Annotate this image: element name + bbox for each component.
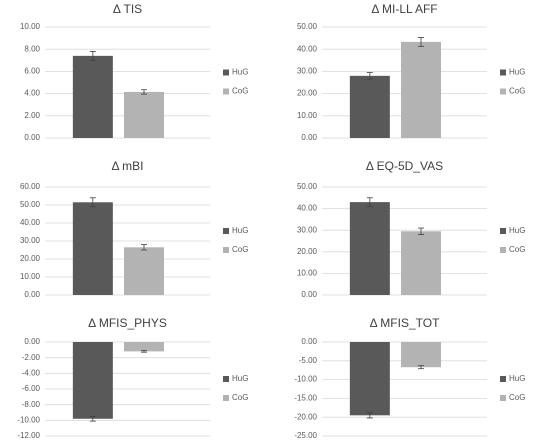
legend-swatch (223, 247, 229, 253)
y-tick-label: -12.00 (17, 431, 40, 440)
legend-swatch (223, 376, 229, 382)
legend-label: CoG (232, 245, 248, 254)
y-tick-label: 20.00 (297, 247, 318, 256)
legend-label: HuG (509, 226, 525, 235)
legend-swatch (223, 88, 229, 95)
bar (349, 75, 390, 138)
y-tick-label: 40.00 (20, 218, 41, 227)
y-tick-label: 0.00 (301, 337, 317, 346)
y-tick-label: 30.00 (297, 225, 318, 234)
legend-swatch (500, 69, 506, 76)
legend-swatch (500, 228, 506, 234)
legend-label: HuG (509, 68, 525, 77)
y-tick-label: -2.00 (22, 353, 41, 362)
y-tick-label: 6.00 (24, 67, 40, 76)
y-tick-label: 0.00 (301, 290, 317, 299)
y-tick-label: -10.00 (294, 375, 317, 384)
y-tick-label: 50.00 (297, 22, 318, 31)
legend-swatch (500, 88, 506, 95)
y-tick-label: -6.00 (22, 384, 41, 393)
legend-swatch (500, 376, 506, 382)
chart-title: Δ MFIS_TOT (370, 316, 440, 330)
chart-title: Δ EQ-5D_VAS (366, 159, 443, 173)
y-tick-label: 2.00 (24, 111, 40, 120)
y-tick-label: 10.00 (297, 111, 318, 120)
bar (401, 41, 441, 138)
chart-title: Δ TIS (113, 2, 142, 16)
legend-label: CoG (232, 393, 248, 402)
y-tick-label: 8.00 (24, 44, 40, 53)
legend-label: CoG (509, 393, 525, 402)
y-tick-label: 50.00 (20, 200, 41, 209)
legend-label: HuG (232, 226, 248, 235)
y-tick-label: 0.00 (301, 133, 317, 142)
y-tick-label: 10.00 (20, 22, 41, 31)
y-tick-label: 60.00 (20, 182, 41, 191)
bar (124, 342, 164, 352)
legend-label: HuG (232, 374, 248, 383)
bar (124, 247, 164, 295)
bar (72, 202, 113, 295)
y-tick-label: 50.00 (297, 182, 318, 191)
y-tick-label: -25.00 (294, 431, 317, 440)
y-tick-label: 0.00 (24, 290, 40, 299)
y-tick-label: 10.00 (20, 272, 41, 281)
y-tick-label: -4.00 (22, 368, 41, 377)
y-tick-label: -20.00 (294, 412, 317, 421)
y-tick-label: 40.00 (297, 44, 318, 53)
bar (72, 55, 113, 138)
chart-title: Δ MFIS_PHYS (88, 316, 167, 330)
bar (124, 91, 164, 138)
y-tick-label: 10.00 (297, 269, 318, 278)
legend-label: CoG (509, 245, 525, 254)
bar (349, 202, 390, 295)
bar (401, 231, 441, 295)
legend-swatch (223, 395, 229, 401)
y-tick-label: 0.00 (24, 337, 40, 346)
y-tick-label: 4.00 (24, 89, 40, 98)
legend-swatch (500, 395, 506, 401)
y-tick-label: 30.00 (297, 67, 318, 76)
bar (349, 342, 390, 416)
chart-title: Δ MI-LL AFF (371, 2, 437, 16)
y-tick-label: 40.00 (297, 204, 318, 213)
y-tick-label: -5.00 (299, 356, 318, 365)
y-tick-label: -10.00 (17, 415, 40, 424)
y-tick-label: 30.00 (20, 236, 41, 245)
legend-swatch (223, 228, 229, 234)
legend-label: CoG (509, 87, 525, 96)
y-tick-label: 0.00 (24, 133, 40, 142)
y-tick-label: 20.00 (20, 254, 41, 263)
legend-label: HuG (232, 68, 248, 77)
chart-title: Δ mBI (111, 159, 143, 173)
legend-label: HuG (509, 374, 525, 383)
bar (72, 342, 113, 419)
y-tick-label: -15.00 (294, 394, 317, 403)
legend-swatch (223, 69, 229, 76)
legend-label: CoG (232, 87, 248, 96)
y-tick-label: -8.00 (22, 400, 41, 409)
bar (401, 342, 441, 368)
y-tick-label: 20.00 (297, 89, 318, 98)
legend-swatch (500, 247, 506, 253)
